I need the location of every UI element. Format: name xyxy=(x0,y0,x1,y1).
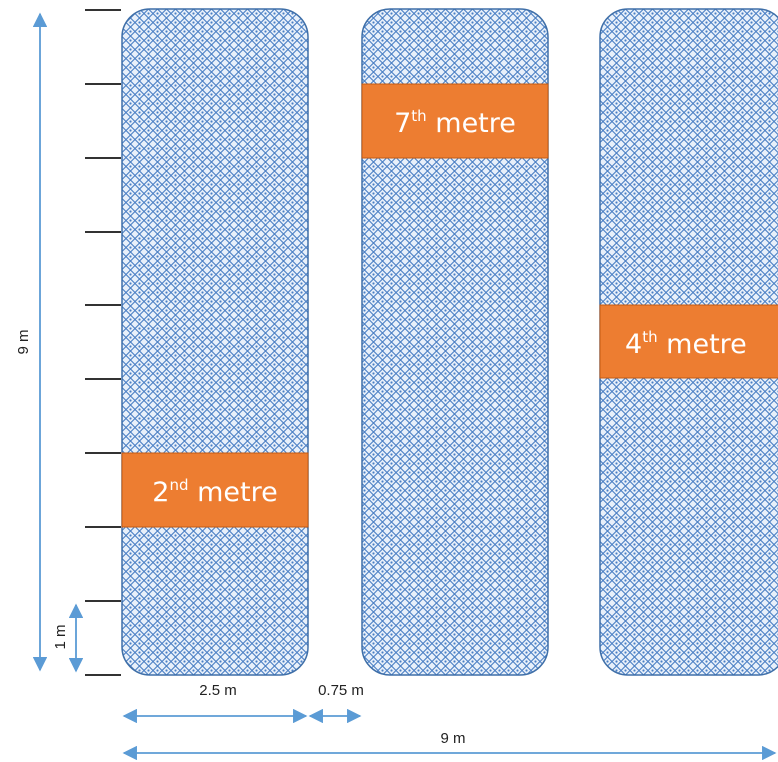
strip-width-label: 2.5 m xyxy=(199,682,237,699)
total-width-label: 9 m xyxy=(440,730,465,747)
band-4th-metre-box xyxy=(599,304,778,379)
band-2nd-metre-label: 2nd metre xyxy=(152,476,277,508)
band-2nd-metre: 2nd metre xyxy=(121,452,309,528)
band-7th-metre-box xyxy=(361,83,549,159)
strip-1-body xyxy=(121,8,309,676)
strip-2 xyxy=(361,8,549,676)
band-4th-metre-label: 4th metre xyxy=(625,328,747,360)
band-7th-metre-label: 7th metre xyxy=(394,107,516,139)
metre-ticks xyxy=(85,9,121,676)
total-height-label: 9 m xyxy=(15,329,32,354)
band-2nd-metre-box xyxy=(121,452,309,528)
gap-width-label: 0.75 m xyxy=(318,682,364,699)
band-7th-metre: 7th metre xyxy=(361,83,549,159)
band-4th-metre: 4th metre xyxy=(599,304,778,379)
strip-2-body xyxy=(361,8,549,676)
strip-1 xyxy=(121,8,309,676)
unit-height-label: 1 m xyxy=(52,624,69,649)
